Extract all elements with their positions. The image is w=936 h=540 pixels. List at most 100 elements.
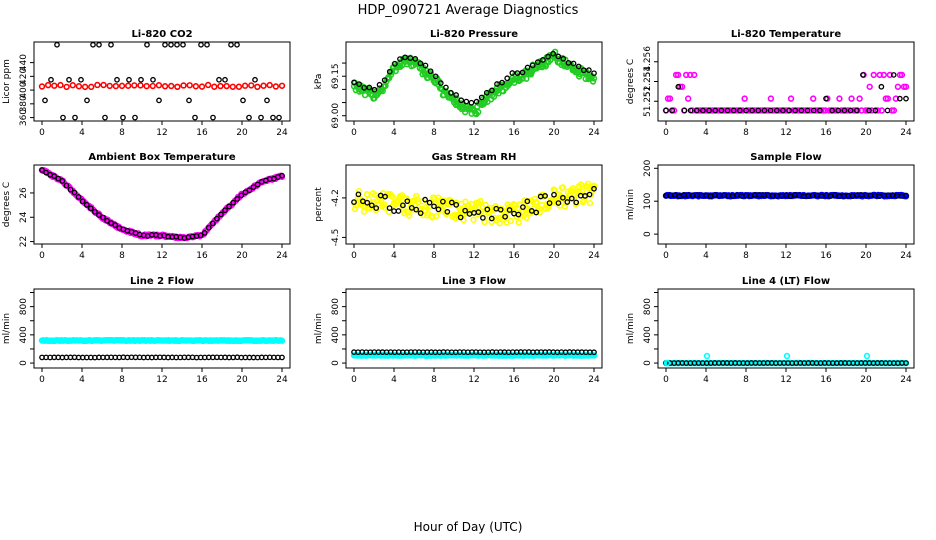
rh-samples-point [364,199,371,206]
pressure-samples-point [351,79,357,86]
pressure-samples-point [555,53,562,60]
box_temp-samples-point [205,224,212,231]
line4-xtick-label: 16 [820,375,832,385]
rh-samples-point [368,202,375,209]
co2-samples-point [90,42,96,48]
co2-samples-point [60,114,66,121]
rh-samples-point [591,185,597,192]
rh-average-point [561,203,569,210]
pressure-samples-point [494,81,500,87]
box_temp-samples-point [92,208,98,215]
rh-average-point [388,193,396,200]
rh-samples-point [488,215,495,222]
pressure-samples-point [453,92,459,98]
co2-average-point [75,83,83,90]
licor_temp-samples-point [749,107,756,114]
rh-samples-point [417,210,424,217]
co2-average-point [69,82,76,89]
co2-average-point [161,83,169,90]
line3-title: Line 3 Flow [442,276,506,287]
co2-average-point [198,83,206,90]
co2-samples-point [276,114,282,121]
co2-ytick-label: 400 [19,81,29,98]
licor_temp-samples-point [896,95,903,102]
co2-samples-point [186,97,192,104]
rh-samples-point [453,202,460,208]
pressure-average-point [387,71,395,78]
box_temp-samples-point [197,232,204,239]
line4-xtick-label: 4 [703,375,709,385]
licor_temp-samples-point [860,72,866,78]
pressure-samples-point [381,77,388,84]
co2-samples-point [270,114,276,121]
pressure-xtick-label: 0 [351,128,357,138]
box_temp-samples-point [254,181,261,188]
co2-samples-point [138,76,144,83]
box_temp-ytick-label: 26 [19,187,29,199]
rh-samples-point [422,196,428,203]
rh-samples-point [475,209,482,216]
pressure-average-point [542,63,550,70]
rh-samples-point [551,191,557,198]
licor_temp-samples-point [890,72,897,78]
sample_flow-title: Sample Flow [750,152,822,163]
licor_temp-title: Li-820 Temperature [731,29,841,40]
box_temp-samples-point [234,196,241,202]
pressure-samples-point [545,53,551,60]
co2-samples-point [234,42,240,48]
co2-xtick-label: 20 [236,128,248,138]
rh-average-point [586,199,594,207]
box_temp-samples-point [43,169,49,176]
pressure-samples-point [397,56,403,62]
box_temp-xtick-label: 4 [79,251,85,261]
rh-samples-point [426,199,433,206]
line3-ytick-label: 0 [331,360,341,366]
pressure-samples-point [407,55,414,61]
licor_temp-average-point [684,95,692,102]
line2-title: Line 2 Flow [130,276,194,287]
licor_temp-samples-point [773,107,780,114]
pressure-samples-point [534,59,541,65]
rh-samples-point [497,206,504,213]
rh-average-point [477,197,484,205]
box_temp-samples-point [75,194,82,200]
co2-samples-point [144,42,150,48]
co2-samples-point [210,114,216,121]
co2-ytick-label: 360 [19,109,29,126]
pressure-samples-point [356,81,362,87]
box_temp-samples-point [83,201,90,208]
line3-average-point [590,352,598,359]
licor_temp-xtick-label: 4 [703,128,709,138]
licor_temp-xtick-label: 20 [860,128,872,138]
pressure-ytick-label: 69.15 [331,63,341,89]
pressure-average-point [523,75,530,82]
licor_temp-average-point [848,95,855,102]
box_temp-ytick-label: 22 [19,236,29,247]
licor_temp-samples-point [847,107,854,114]
pressure-samples-point [509,70,516,76]
licor_temp-samples-point [687,107,694,114]
box_temp-samples-point [112,222,119,229]
co2-average-point [266,81,273,89]
co2-average-point [124,82,132,89]
pressure-average-point [474,108,482,116]
rh-xtick-label: 12 [468,251,479,261]
co2-average-point [155,82,163,89]
rh-average-point [569,185,577,192]
pressure-samples-point [519,69,526,76]
rh-average-point [470,216,477,223]
licor_temp-samples-point [786,107,792,114]
co2-samples-point [174,42,180,48]
pressure-samples-point [371,86,378,93]
rh-samples-point [382,193,388,200]
sample_flow-xtick-label: 0 [663,251,669,261]
box_temp-samples-point [55,175,62,182]
co2-xtick-label: 16 [196,128,208,138]
pressure-title: Li-820 Pressure [430,29,518,40]
licor_temp-samples-point [736,107,743,114]
box_temp-xtick-label: 24 [276,251,288,261]
line4-ylabel: ml/min [626,313,636,344]
co2-average-point [51,82,58,89]
co2-average-point [88,83,95,91]
pressure-samples-point [376,81,383,88]
